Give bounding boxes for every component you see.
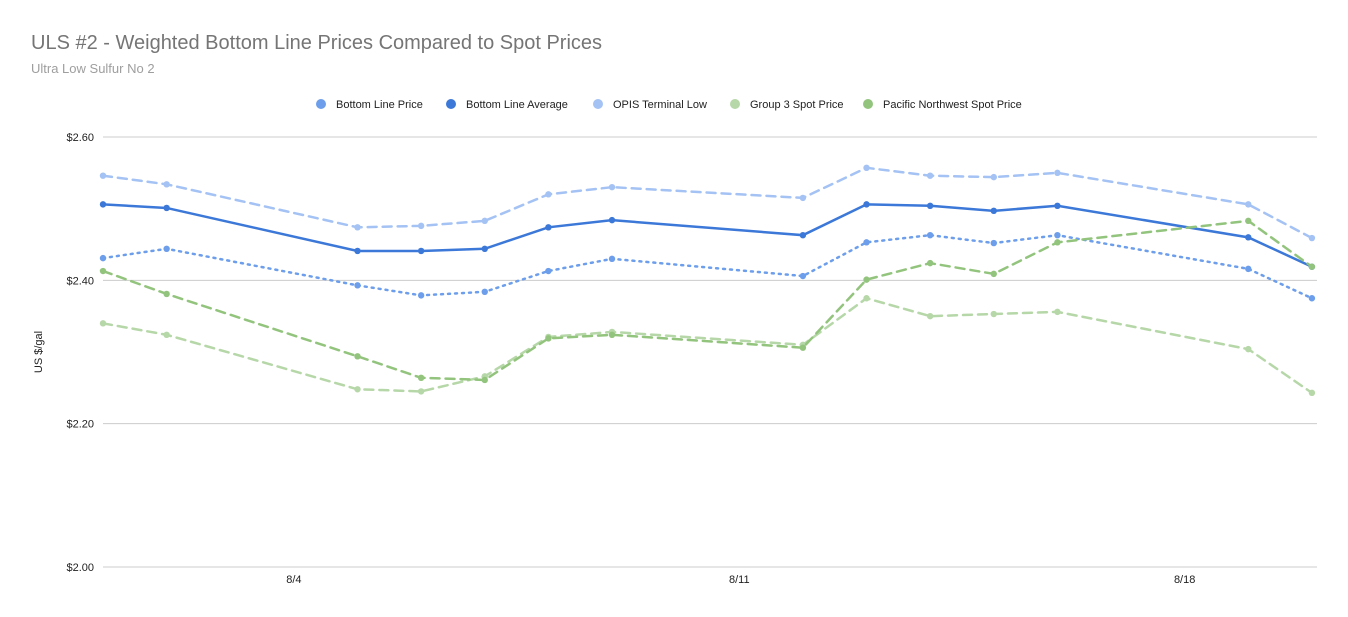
data-point <box>354 224 361 231</box>
data-point <box>481 288 488 295</box>
data-point <box>926 202 934 209</box>
data-point <box>799 344 807 351</box>
data-point <box>1308 263 1316 270</box>
data-point <box>99 172 107 179</box>
data-point <box>926 259 934 267</box>
data-point <box>99 201 107 208</box>
data-point <box>863 295 870 302</box>
series-line-2 <box>101 166 1314 240</box>
data-point <box>545 191 552 198</box>
data-point <box>926 312 934 320</box>
data-point <box>799 194 807 202</box>
data-point <box>1054 169 1061 177</box>
data-point <box>608 183 616 191</box>
data-point <box>990 270 997 278</box>
data-point <box>863 239 870 246</box>
data-point <box>926 231 934 239</box>
series-line-1 <box>101 203 1314 268</box>
x-tick-label: 8/11 <box>729 574 750 586</box>
data-point <box>545 224 552 231</box>
data-point <box>481 217 488 225</box>
y-tick-label: $2.60 <box>66 132 94 144</box>
data-point <box>99 320 107 327</box>
series-line-4 <box>101 219 1314 382</box>
data-point <box>863 164 870 172</box>
y-tick-label: $2.20 <box>66 419 94 431</box>
data-point <box>481 245 488 252</box>
legend-label: Pacific Northwest Spot Price <box>883 99 1022 111</box>
data-point <box>163 204 170 212</box>
series-line-0 <box>101 233 1314 300</box>
data-point <box>608 216 616 224</box>
data-point <box>1245 345 1252 353</box>
legend-marker <box>863 99 873 109</box>
data-point <box>799 231 807 239</box>
data-point <box>863 201 870 208</box>
data-point <box>799 272 807 280</box>
data-point <box>1245 265 1252 273</box>
data-point <box>990 173 997 181</box>
data-point <box>417 388 425 395</box>
data-point <box>163 181 170 188</box>
data-point <box>1245 234 1252 241</box>
data-point <box>545 335 552 342</box>
data-point <box>417 222 425 230</box>
data-point <box>1245 201 1252 208</box>
data-point <box>163 290 170 298</box>
chart-title: ULS #2 - Weighted Bottom Line Prices Com… <box>31 32 603 54</box>
data-point <box>1054 231 1061 239</box>
data-point <box>417 247 425 255</box>
legend-marker <box>593 99 603 109</box>
y-axis-label: US $/gal <box>33 331 45 373</box>
data-point <box>163 245 170 252</box>
data-point <box>354 353 361 360</box>
legend-marker <box>316 99 326 109</box>
data-point <box>481 376 488 384</box>
legend-label: Bottom Line Average <box>466 99 568 111</box>
data-point <box>990 207 997 215</box>
data-point <box>863 276 870 283</box>
y-tick-label: $2.00 <box>66 562 94 574</box>
data-point <box>99 254 107 262</box>
data-point <box>608 255 616 263</box>
data-point <box>417 292 425 299</box>
data-point <box>990 310 997 318</box>
series-line-3 <box>101 296 1314 395</box>
x-tick-label: 8/4 <box>286 574 301 586</box>
data-point <box>608 331 616 338</box>
data-point <box>354 386 361 393</box>
data-point <box>1245 217 1252 225</box>
data-point <box>1054 202 1061 209</box>
data-point <box>163 331 170 338</box>
chart-subtitle: Ultra Low Sulfur No 2 <box>31 61 155 76</box>
data-point <box>354 282 361 289</box>
data-point <box>417 374 425 381</box>
data-point <box>545 267 552 275</box>
y-tick-label: $2.40 <box>66 275 94 287</box>
legend-marker <box>446 99 456 109</box>
x-tick-label: 8/18 <box>1174 574 1195 586</box>
data-point <box>1054 239 1061 246</box>
data-point <box>1308 389 1316 397</box>
legend-label: OPIS Terminal Low <box>613 99 707 111</box>
legend-marker <box>730 99 740 109</box>
data-point <box>990 239 997 247</box>
legend-label: Bottom Line Price <box>336 99 423 111</box>
data-point <box>1054 308 1061 316</box>
data-point <box>1308 234 1316 242</box>
data-point <box>926 172 934 179</box>
data-point <box>354 247 361 255</box>
data-point <box>99 267 107 275</box>
legend-label: Group 3 Spot Price <box>750 99 844 111</box>
data-point <box>1308 295 1316 302</box>
